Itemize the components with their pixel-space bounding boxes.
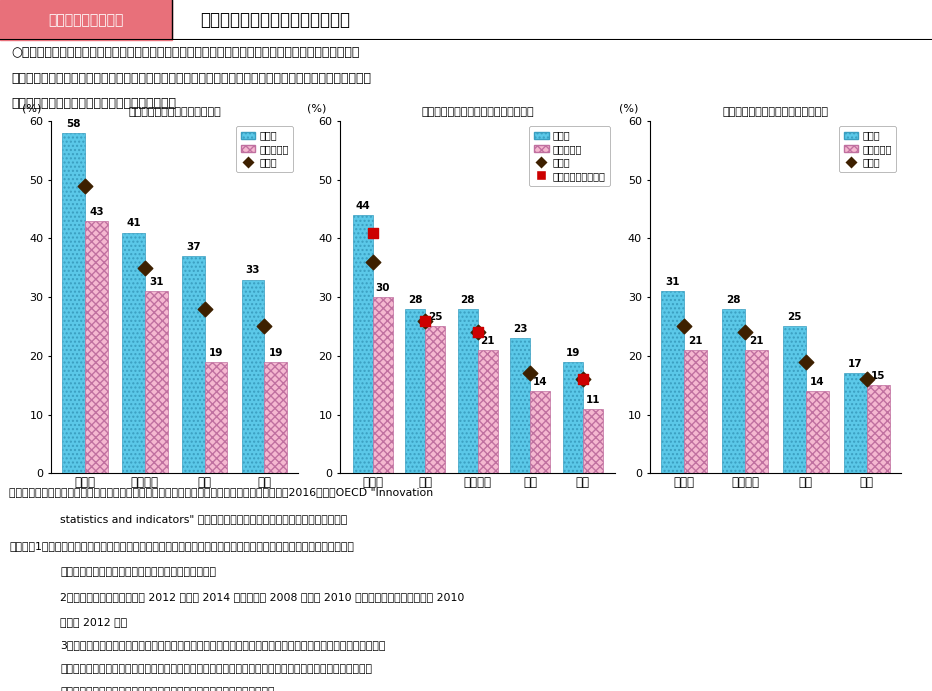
Point xyxy=(418,315,432,326)
Text: 21: 21 xyxy=(689,336,703,346)
Text: (%): (%) xyxy=(308,104,326,114)
Bar xyxy=(265,362,287,473)
Point xyxy=(470,327,485,338)
Text: イノベーションでもこの傾向は同様である。: イノベーションでもこの傾向は同様である。 xyxy=(11,97,176,111)
Text: られるが、我が国では、特に両者の差が大きい。また、プロダクト・イノベーションでも、プロセス・: られるが、我が国では、特に両者の差が大きい。また、プロダクト・イノベーションでも… xyxy=(11,72,371,85)
Text: 19: 19 xyxy=(209,348,223,358)
Text: 19: 19 xyxy=(268,348,282,358)
Text: 21: 21 xyxy=(749,336,764,346)
Text: 41: 41 xyxy=(126,218,141,229)
Title: 技術的イノベーション実現企業: 技術的イノベーション実現企業 xyxy=(129,107,221,117)
Text: 33: 33 xyxy=(246,265,260,276)
Text: 14: 14 xyxy=(533,377,547,387)
Text: 実現割合を単純平均し、全産業のイノベーションの実現割合としている。: 実現割合を単純平均し、全産業のイノベーションの実現割合としている。 xyxy=(60,687,275,691)
Bar xyxy=(62,133,85,473)
Point xyxy=(77,180,92,191)
Text: ションの数値が過剰に低くなっている可能性があるため、ここでは製造業とサービス業のイノベーションの: ションの数値が過剰に低くなっている可能性があるため、ここでは製造業とサービス業の… xyxy=(60,663,372,674)
Text: 25: 25 xyxy=(428,312,443,323)
Point xyxy=(575,374,590,385)
Text: 資料出所　文部科学省科学技術・学術政策研究所「第４回全国イノベーション調査統計報告」（2016年）、OECD "Innovation: 資料出所 文部科学省科学技術・学術政策研究所「第４回全国イノベーション調査統計報… xyxy=(9,486,433,497)
Text: 17: 17 xyxy=(848,359,862,370)
Title: プロセス・イノベーション実現企業: プロセス・イノベーション実現企業 xyxy=(722,107,829,117)
Text: 23: 23 xyxy=(513,324,528,334)
Text: ○　技術的イノベーションを、産業別にみると、いずれの国でもサービス業が製造業より低い傾向がみ: ○ 技術的イノベーションを、産業別にみると、いずれの国でもサービス業が製造業より… xyxy=(11,46,360,59)
Point xyxy=(257,321,272,332)
Text: 28: 28 xyxy=(726,295,741,305)
Bar xyxy=(563,362,582,473)
Text: 31: 31 xyxy=(665,277,679,287)
Text: 28: 28 xyxy=(460,295,475,305)
Text: 19: 19 xyxy=(566,348,580,358)
Bar xyxy=(722,309,745,473)
Text: 58: 58 xyxy=(66,119,81,129)
Point xyxy=(859,374,874,385)
Bar xyxy=(0,0,172,40)
Point xyxy=(799,357,814,368)
Point xyxy=(737,327,752,338)
Point xyxy=(137,263,152,274)
Bar xyxy=(843,373,867,473)
Bar xyxy=(425,327,445,473)
Text: 年から 2012 年。: 年から 2012 年。 xyxy=(60,617,127,627)
Point xyxy=(523,368,538,379)
Bar xyxy=(510,339,530,473)
Text: 30: 30 xyxy=(376,283,390,293)
Bar xyxy=(783,327,806,473)
Bar xyxy=(205,362,227,473)
Point xyxy=(365,227,380,238)
Text: 31: 31 xyxy=(149,277,163,287)
Bar xyxy=(661,292,684,473)
Text: 37: 37 xyxy=(186,242,200,252)
Text: 技術的イノベーションの実現割合: 技術的イノベーションの実現割合 xyxy=(200,11,350,29)
Text: 25: 25 xyxy=(787,312,802,323)
Bar xyxy=(85,221,108,473)
Text: (%): (%) xyxy=(620,104,638,114)
Bar xyxy=(684,350,707,473)
Bar xyxy=(867,386,890,473)
Point xyxy=(198,303,212,314)
Legend: 製造業, サービス業, 全産業: 製造業, サービス業, 全産業 xyxy=(839,126,897,172)
Point xyxy=(470,327,485,338)
Text: （注）　1）イノベーション実現企業とは、参照期間にプロダクト・イノベーション、プロセス・イノベーションのい: （注） 1）イノベーション実現企業とは、参照期間にプロダクト・イノベーション、プ… xyxy=(9,541,354,551)
Text: 3）英国については、製造業・サービス業のいずれにも区分されないイノベーションにより、全産業のイノベー: 3）英国については、製造業・サービス業のいずれにも区分されないイノベーションによ… xyxy=(60,641,386,650)
Point xyxy=(418,315,432,326)
Text: statistics and indicators" をもとに厚生労働省労働政策担当参事官室にて作成: statistics and indicators" をもとに厚生労働省労働政策… xyxy=(60,514,348,524)
Bar xyxy=(241,280,265,473)
Bar xyxy=(806,391,829,473)
Bar xyxy=(122,233,144,473)
Text: 11: 11 xyxy=(585,395,600,405)
Point xyxy=(365,256,380,267)
Legend: 製造業, サービス業, 全産業: 製造業, サービス業, 全産業 xyxy=(236,126,294,172)
Text: 15: 15 xyxy=(871,371,885,381)
Text: 43: 43 xyxy=(89,207,103,217)
Text: 44: 44 xyxy=(355,201,370,211)
Bar xyxy=(458,309,477,473)
Bar xyxy=(182,256,205,473)
Bar xyxy=(373,297,392,473)
Point xyxy=(575,374,590,385)
Text: (%): (%) xyxy=(21,104,41,114)
Text: 2）各国の参照期間は日本が 2012 年から 2014 年、米国が 2008 年から 2010 年、その他の国については 2010: 2）各国の参照期間は日本が 2012 年から 2014 年、米国が 2008 年… xyxy=(60,592,464,602)
Text: ずれかのイノベーションを実現した企業を意味する。: ずれかのイノベーションを実現した企業を意味する。 xyxy=(60,567,216,577)
Bar xyxy=(530,391,550,473)
Bar xyxy=(477,350,498,473)
Bar xyxy=(352,215,373,473)
Bar xyxy=(582,409,603,473)
Text: 第２－（１）－７図: 第２－（１）－７図 xyxy=(48,13,124,27)
Bar xyxy=(405,309,425,473)
Point xyxy=(677,321,692,332)
Bar xyxy=(745,350,768,473)
Text: 28: 28 xyxy=(408,295,422,305)
Bar xyxy=(144,292,168,473)
Text: 21: 21 xyxy=(480,336,495,346)
Title: プロダクト・イノベーション実現企業: プロダクト・イノベーション実現企業 xyxy=(421,107,534,117)
Text: 14: 14 xyxy=(810,377,825,387)
Legend: 製造業, サービス業, 全産業, 全産業（前回調査）: 製造業, サービス業, 全産業, 全産業（前回調査） xyxy=(529,126,610,186)
